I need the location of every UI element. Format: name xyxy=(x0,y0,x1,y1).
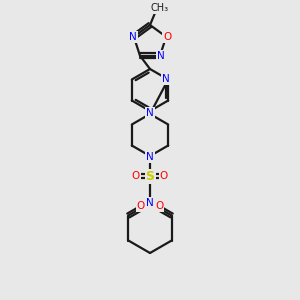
Text: O: O xyxy=(155,201,164,211)
Text: CH₃: CH₃ xyxy=(151,3,169,13)
Text: N: N xyxy=(129,32,137,42)
Text: N: N xyxy=(146,108,154,118)
Text: N: N xyxy=(157,51,165,61)
Text: N: N xyxy=(146,152,154,162)
Text: N: N xyxy=(162,74,170,85)
Text: O: O xyxy=(132,171,140,181)
Text: O: O xyxy=(160,171,168,181)
Text: O: O xyxy=(163,32,171,42)
Text: O: O xyxy=(136,201,145,211)
Text: S: S xyxy=(146,169,154,182)
Text: N: N xyxy=(146,198,154,208)
